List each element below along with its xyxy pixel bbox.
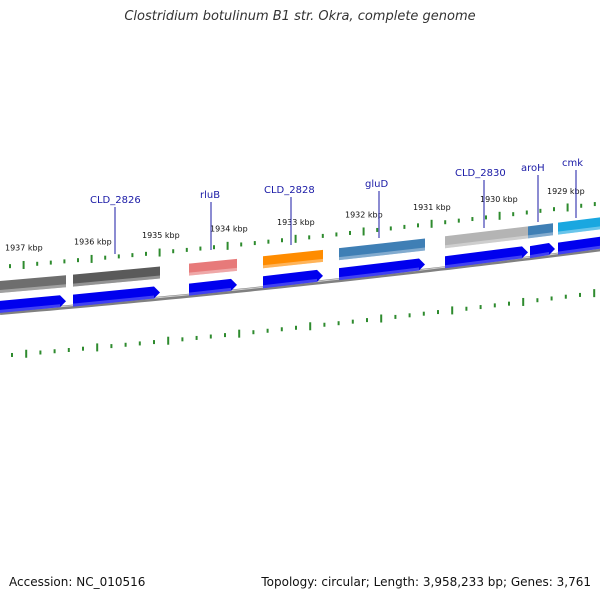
outer-tick-row [9, 202, 596, 269]
scale-tick-label: 1932 kbp [345, 211, 383, 220]
scale-tick-label: 1935 kbp [142, 231, 180, 240]
gene-block [339, 238, 425, 261]
map-title: Clostridium botulinum B1 str. Okra, comp… [124, 9, 476, 24]
gene-label: CLD_2828 [264, 185, 315, 196]
gene-label: CLD_2826 [90, 195, 141, 206]
cds-arrow-shade [339, 267, 419, 281]
scale-tick-label: 1933 kbp [277, 218, 315, 227]
gene-block [73, 266, 160, 287]
scale-tick-label: 1936 kbp [74, 238, 112, 247]
gene-block [445, 226, 528, 249]
gene-block-shade [73, 275, 160, 287]
gene-label: aroH [521, 163, 545, 174]
gene-block-shade [558, 226, 600, 235]
gene-track [0, 217, 600, 293]
cds-arrow-shade [530, 252, 549, 259]
scale-tick-label: 1931 kbp [413, 203, 451, 212]
backbone-line [0, 247, 600, 315]
cds-arrow-shade [558, 245, 600, 255]
cds-arrow [339, 258, 425, 281]
cds-arrow [73, 286, 160, 307]
accession-text: Accession: NC_010516 [9, 575, 146, 589]
cds-arrow-shade [0, 304, 60, 313]
gene-block-shade [528, 232, 553, 239]
cds-arrow-shade [445, 255, 522, 269]
forward-cds-track [0, 236, 600, 313]
cds-arrow [263, 269, 323, 289]
scale-tick-label: 1934 kbp [210, 225, 248, 234]
gene-block-shade [263, 258, 323, 269]
genome-summary-text: Topology: circular; Length: 3,958,233 bp… [261, 575, 591, 589]
cds-arrow [189, 278, 237, 296]
gene-block-shade [339, 247, 425, 261]
scale-tick-label: 1930 kbp [480, 195, 518, 204]
gene-block [263, 249, 323, 269]
cds-arrow-shade [263, 278, 317, 289]
scale-labels: 1937 kbp 1936 kbp 1935 kbp 1934 kbp 1933 kbp… [5, 187, 585, 253]
gene-block [558, 217, 600, 235]
gene-block [189, 258, 237, 276]
scale-tick-label: 1937 kbp [5, 244, 43, 253]
gene-block-shade [445, 235, 528, 249]
gene-label: cmk [562, 158, 583, 169]
inner-tick-row [11, 289, 596, 358]
gene-block [528, 223, 553, 239]
gene-block [0, 275, 66, 293]
cds-arrow-shade [73, 295, 154, 307]
cds-arrow [0, 295, 66, 313]
cds-arrow [530, 243, 555, 259]
gene-block-shade [0, 284, 66, 293]
gene-label: CLD_2830 [455, 168, 506, 179]
gene-label: rluB [200, 190, 220, 201]
cds-arrow-shade [189, 287, 231, 296]
gene-label: gluD [365, 179, 388, 190]
cds-arrow [445, 246, 528, 269]
gene-block-shade [189, 267, 237, 276]
gene-label-group: CLD_2826 rluB CLD_2828 gluD CLD_2830 aroH cmk [90, 158, 583, 254]
cds-arrow [558, 236, 600, 255]
scale-tick-label: 1929 kbp [547, 187, 585, 196]
